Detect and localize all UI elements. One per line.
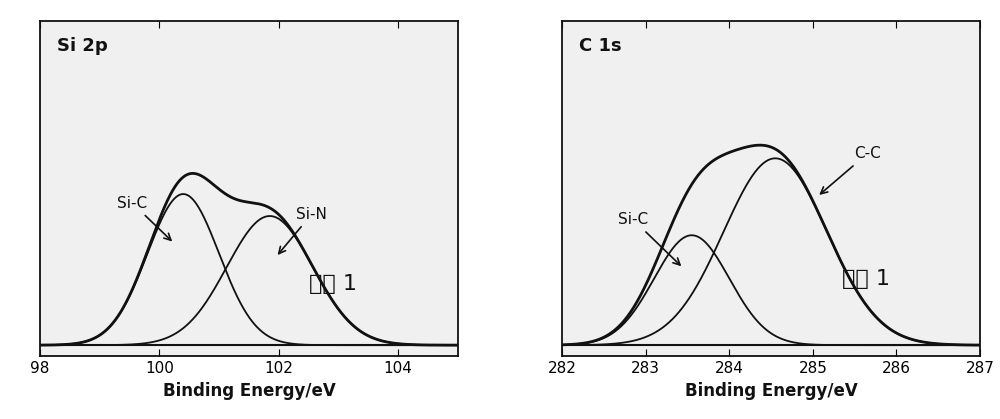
- X-axis label: Binding Energy/eV: Binding Energy/eV: [163, 382, 335, 400]
- Text: C 1s: C 1s: [579, 37, 622, 55]
- Text: Si-N: Si-N: [279, 207, 327, 253]
- Text: 实例 1: 实例 1: [842, 269, 890, 289]
- Text: 实例 1: 实例 1: [309, 274, 357, 294]
- Text: C-C: C-C: [821, 146, 881, 194]
- Text: Si-C: Si-C: [618, 212, 680, 265]
- X-axis label: Binding Energy/eV: Binding Energy/eV: [685, 382, 857, 400]
- Text: Si-C: Si-C: [117, 196, 171, 240]
- Text: Si 2p: Si 2p: [57, 37, 107, 55]
